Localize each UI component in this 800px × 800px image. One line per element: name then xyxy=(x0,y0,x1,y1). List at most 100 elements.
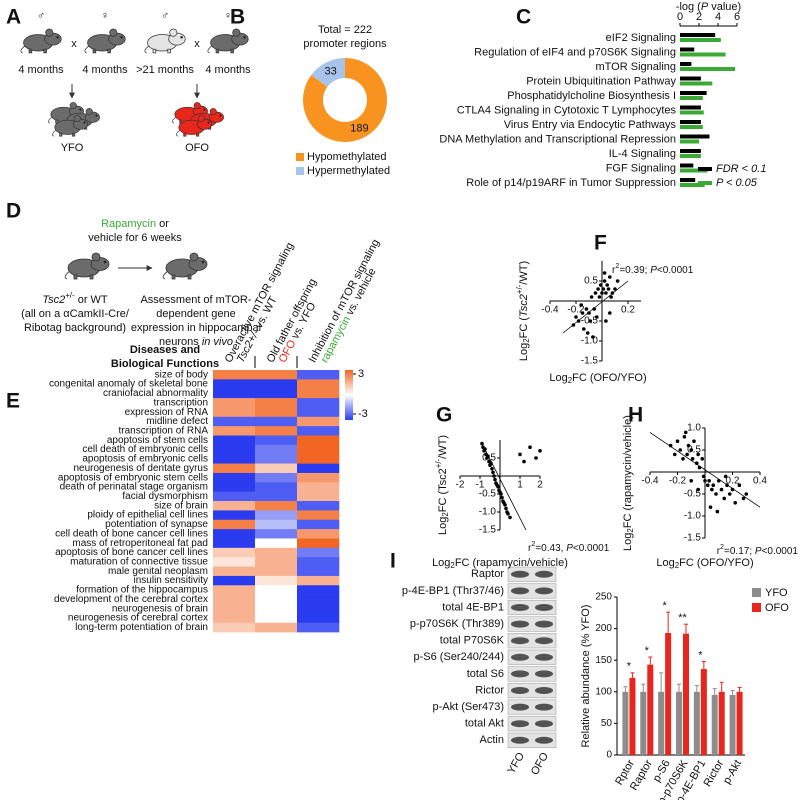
heatmap-cell xyxy=(213,388,256,399)
category-label: FGF Signaling xyxy=(606,162,676,174)
scatter-point xyxy=(615,279,620,283)
heatmap-cell xyxy=(213,472,256,483)
heatmap-cell xyxy=(297,398,340,408)
x-tick-label: 0.4 xyxy=(753,476,767,487)
heatmap-cell xyxy=(255,547,298,558)
heatmap-cell xyxy=(213,501,256,511)
error-bar xyxy=(623,686,628,692)
blot-strip xyxy=(507,732,557,748)
heatmap-cell xyxy=(213,594,256,605)
error-bar xyxy=(730,690,735,695)
row-label: long-term potentiation of brain xyxy=(75,622,208,633)
row-label: insulin sensitivity xyxy=(134,575,208,586)
scatter-point xyxy=(741,496,746,501)
text-segment: 2 xyxy=(450,561,454,570)
heatmap-cell xyxy=(213,510,256,521)
blot-row-label: total S6 xyxy=(467,668,504,680)
heatmap-cell xyxy=(213,407,256,418)
row-label: size of body xyxy=(155,369,208,380)
offspring-label: YFO xyxy=(61,142,84,154)
blot-band xyxy=(535,604,553,611)
scatter-point xyxy=(574,315,578,319)
blot-band xyxy=(511,720,529,728)
age-label: >21 months xyxy=(136,64,194,76)
x-tick-label: 2 xyxy=(537,480,543,491)
bar xyxy=(711,694,718,755)
y-tick-label: 250 xyxy=(595,592,612,603)
heatmap-cell xyxy=(213,622,256,633)
blot-row-label: Rictor xyxy=(475,684,504,696)
heatmap-cell xyxy=(255,482,298,492)
heatmap-cell xyxy=(213,575,256,586)
scatter-point xyxy=(722,496,727,501)
background-label: Ribotag background) xyxy=(24,322,126,334)
text-segment: /WT) xyxy=(518,261,530,285)
scatter-point xyxy=(496,485,500,489)
annotation: r2=0.43, P<0.0001 xyxy=(528,539,610,554)
heatmap-cell xyxy=(297,501,340,511)
heatmap-cell xyxy=(213,566,256,577)
scatter-point xyxy=(681,457,685,461)
text-segment: 2 xyxy=(675,561,679,570)
heatmap-cell xyxy=(297,482,340,492)
category-label: Protein Ubiquitination Pathway xyxy=(526,75,676,87)
blot-strip xyxy=(507,666,557,682)
significance-label: ** xyxy=(678,612,687,624)
blot-row-label: p-4E-BP1 (Thr37/46) xyxy=(402,585,504,597)
row-label: apoptosis of bone cancer cell lines xyxy=(55,547,208,558)
text-segment: 2 xyxy=(568,376,572,385)
text-segment: FC (OFO/YFO) xyxy=(679,557,754,569)
error-bar xyxy=(641,683,646,692)
heatmap-cell xyxy=(297,613,340,624)
heatmap-cell xyxy=(255,557,298,567)
sex-symbol: ♂ xyxy=(37,10,45,22)
blot-row-label: total Akt xyxy=(465,718,504,730)
y-axis-label: Relative abundance (% YFO) xyxy=(580,605,592,748)
blot-band xyxy=(535,570,553,578)
scatter-point xyxy=(703,479,707,483)
cross-symbol: x xyxy=(194,38,200,50)
text-segment: Log xyxy=(549,372,567,384)
bar xyxy=(622,691,629,755)
scatter-point xyxy=(685,452,689,457)
row-label: transcription xyxy=(154,397,208,408)
row-label: craniofacial abnormality xyxy=(103,388,208,399)
error-bar xyxy=(737,686,742,692)
significance-label: * xyxy=(645,645,650,657)
scatter-point xyxy=(587,311,591,315)
bar xyxy=(647,664,654,755)
text-segment: -log ( xyxy=(676,1,701,13)
row-label: expression of RNA xyxy=(125,407,209,418)
category-label: Phosphatidylcholine Biosynthesis I xyxy=(507,90,676,102)
y-tick-label: -1.0 xyxy=(581,336,599,347)
row-label: cell death of embryonic cells xyxy=(82,444,208,455)
heatmap-cell xyxy=(255,398,298,408)
treatment-label: vehicle for 6 weeks xyxy=(88,232,182,244)
heatmap-title: Biological Functions xyxy=(111,358,219,370)
x-tick-label: p-Akt xyxy=(721,758,744,786)
slice-label: 189 xyxy=(350,122,368,134)
scatter-point xyxy=(668,443,673,448)
heatmap-cell xyxy=(255,566,298,577)
scatter-point xyxy=(490,467,494,471)
row-label: ploidy of epithelial cell lines xyxy=(87,510,208,521)
scatter-point xyxy=(604,291,608,295)
y-tick-label: 1.0 xyxy=(687,423,701,434)
blot-lane-label: YFO xyxy=(505,750,527,776)
legend-swatch xyxy=(296,167,304,175)
text-segment: Log xyxy=(518,343,530,361)
y-axis-label: Log2FC (Tsc2+/-/WT) xyxy=(434,435,450,535)
row-label: neurogenesis of brain xyxy=(112,603,208,614)
age-label: 4 months xyxy=(82,64,128,76)
text-segment: Tsc2 xyxy=(518,294,530,317)
heatmap-cell xyxy=(255,379,298,390)
legend-label: P < 0.05 xyxy=(716,177,758,189)
bar xyxy=(680,62,692,66)
error-bar xyxy=(630,672,635,678)
y-tick-label: 0.5 xyxy=(687,445,701,456)
scatter-point xyxy=(504,506,508,511)
heatmap-cell xyxy=(213,370,256,380)
blot-strip xyxy=(507,682,557,699)
panel-label: C xyxy=(516,6,531,29)
bar xyxy=(680,183,705,187)
